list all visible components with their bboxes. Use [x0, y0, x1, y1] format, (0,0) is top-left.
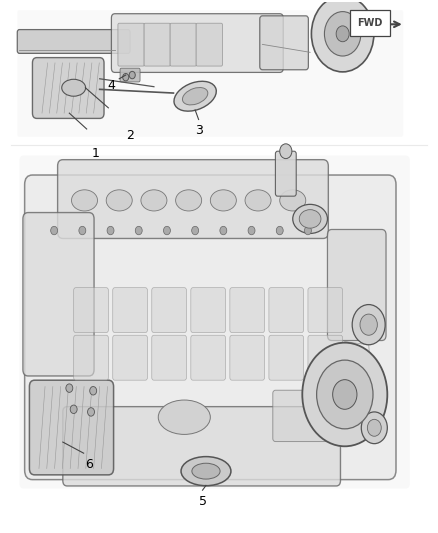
Circle shape [192, 227, 198, 235]
Ellipse shape [299, 209, 321, 228]
FancyBboxPatch shape [17, 30, 130, 53]
FancyBboxPatch shape [230, 288, 265, 333]
Ellipse shape [106, 190, 132, 211]
Circle shape [302, 343, 387, 446]
FancyBboxPatch shape [230, 335, 265, 380]
Ellipse shape [280, 190, 306, 211]
FancyBboxPatch shape [191, 335, 226, 380]
Circle shape [70, 405, 77, 414]
Circle shape [325, 12, 361, 56]
Circle shape [311, 0, 374, 72]
Text: 1: 1 [92, 147, 99, 160]
FancyBboxPatch shape [196, 23, 223, 66]
Circle shape [248, 227, 255, 235]
FancyBboxPatch shape [74, 288, 108, 333]
FancyBboxPatch shape [23, 213, 94, 376]
Ellipse shape [71, 190, 98, 211]
Circle shape [107, 227, 114, 235]
Circle shape [280, 144, 292, 159]
FancyBboxPatch shape [269, 288, 304, 333]
FancyBboxPatch shape [191, 288, 226, 333]
FancyBboxPatch shape [111, 14, 283, 72]
Ellipse shape [141, 190, 167, 211]
FancyBboxPatch shape [170, 23, 196, 66]
Ellipse shape [245, 190, 271, 211]
Ellipse shape [210, 190, 237, 211]
Circle shape [79, 227, 86, 235]
Ellipse shape [158, 400, 210, 434]
Text: 5: 5 [198, 495, 206, 508]
FancyBboxPatch shape [328, 230, 386, 341]
FancyBboxPatch shape [260, 16, 308, 70]
Circle shape [220, 227, 227, 235]
Circle shape [333, 379, 357, 409]
Text: FWD: FWD [357, 18, 383, 28]
FancyBboxPatch shape [152, 288, 187, 333]
Circle shape [163, 227, 170, 235]
Text: 6: 6 [85, 458, 93, 471]
Circle shape [90, 386, 97, 395]
Circle shape [66, 384, 73, 392]
Ellipse shape [192, 463, 220, 479]
FancyBboxPatch shape [308, 335, 343, 380]
FancyBboxPatch shape [63, 407, 340, 486]
Circle shape [51, 227, 58, 235]
Text: 2: 2 [126, 129, 134, 142]
Circle shape [360, 314, 378, 335]
Ellipse shape [174, 81, 216, 111]
FancyBboxPatch shape [152, 335, 187, 380]
Circle shape [361, 412, 387, 443]
FancyBboxPatch shape [74, 335, 108, 380]
FancyBboxPatch shape [308, 288, 343, 333]
Circle shape [352, 304, 385, 345]
Text: 4: 4 [107, 79, 115, 92]
Circle shape [367, 419, 381, 436]
FancyBboxPatch shape [19, 156, 410, 489]
Circle shape [276, 227, 283, 235]
Ellipse shape [181, 457, 231, 486]
FancyBboxPatch shape [273, 390, 330, 441]
FancyBboxPatch shape [58, 160, 328, 238]
Circle shape [336, 26, 349, 42]
Circle shape [304, 227, 311, 235]
Ellipse shape [293, 204, 328, 233]
Circle shape [88, 408, 95, 416]
FancyBboxPatch shape [144, 23, 170, 66]
FancyBboxPatch shape [120, 68, 140, 82]
Ellipse shape [62, 79, 85, 96]
FancyBboxPatch shape [32, 58, 104, 118]
FancyBboxPatch shape [113, 288, 148, 333]
Circle shape [123, 74, 129, 81]
FancyBboxPatch shape [276, 151, 296, 196]
FancyBboxPatch shape [269, 335, 304, 380]
Text: 3: 3 [195, 124, 203, 137]
Circle shape [129, 71, 135, 79]
Ellipse shape [183, 87, 208, 105]
Circle shape [135, 227, 142, 235]
FancyBboxPatch shape [25, 175, 396, 480]
FancyBboxPatch shape [113, 335, 148, 380]
FancyBboxPatch shape [17, 10, 403, 137]
Circle shape [317, 360, 373, 429]
FancyBboxPatch shape [118, 23, 145, 66]
FancyBboxPatch shape [29, 380, 113, 475]
Ellipse shape [176, 190, 201, 211]
